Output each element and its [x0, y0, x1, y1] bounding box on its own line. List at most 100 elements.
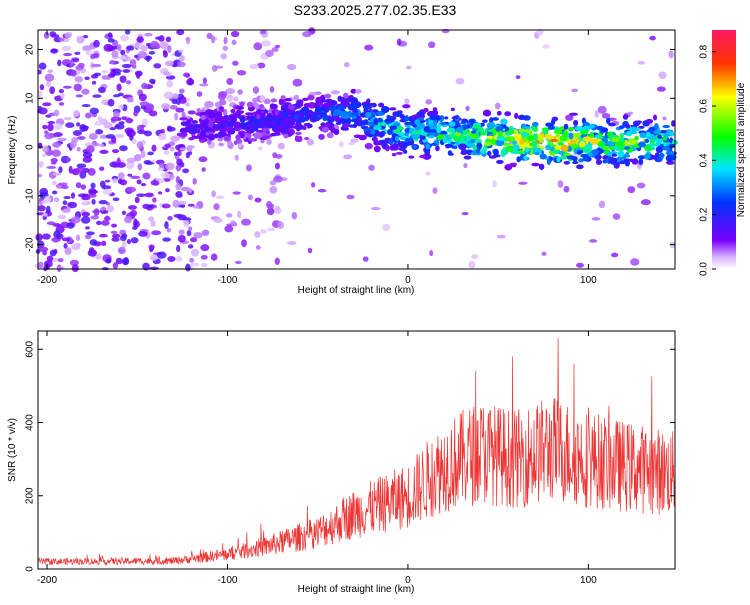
spectrogram-cell	[162, 237, 172, 242]
spectrogram-cell	[307, 94, 315, 101]
spectrogram-cell	[37, 261, 44, 269]
spectrogram-cell	[283, 133, 289, 139]
spectrogram-cell	[571, 88, 579, 93]
spectrogram-cell	[167, 215, 173, 221]
spectrogram-cell	[625, 151, 630, 158]
spectrogram-cell	[346, 117, 352, 125]
colorbar-tick-label: 0.6	[699, 99, 710, 113]
spectrogram-cell	[170, 135, 180, 142]
snr-x-label: Height of straight line (km)	[298, 584, 415, 595]
spectrogram-cell	[63, 196, 71, 200]
spectrogram-cell	[245, 112, 253, 116]
spectrogram-cell	[273, 221, 279, 227]
spectrogram-cell	[396, 38, 402, 46]
spectrogram-cell	[89, 107, 99, 115]
spectrogram-cell	[311, 182, 316, 188]
spectrogram-cell	[179, 96, 188, 104]
spectrogram-cell	[291, 211, 298, 220]
spectrogram-cell	[52, 141, 61, 148]
spectrogram-x-label: Height of straight line (km)	[298, 285, 415, 296]
spectrogram-cell	[463, 155, 472, 160]
spectrogram-cell	[101, 69, 109, 74]
x-tick-label: -100	[217, 275, 237, 286]
spectrogram-cell	[644, 144, 653, 152]
spectrogram-cell	[414, 126, 421, 131]
spectrogram-cell	[129, 59, 137, 67]
spectrogram-cell	[597, 105, 607, 114]
spectrogram-cell	[133, 110, 139, 117]
spectrogram-cell	[337, 105, 346, 111]
spectrogram-cell	[532, 144, 538, 149]
spectrogram-cell	[160, 128, 165, 135]
spectrogram-cell	[562, 130, 568, 138]
spectrogram-cell	[232, 191, 241, 195]
spectrogram-cell	[509, 162, 518, 166]
spectrogram-cell	[166, 79, 173, 88]
spectrogram-cell	[190, 248, 200, 257]
spectrogram-cell	[450, 107, 455, 112]
spectrogram-cell	[60, 92, 65, 100]
spectrogram-cell	[47, 69, 54, 73]
spectrogram-cell	[582, 136, 592, 142]
spectrogram-cell	[80, 184, 87, 190]
spectrogram-cell	[152, 197, 157, 203]
spectrogram-cell	[161, 203, 171, 209]
spectrogram-cell	[606, 117, 611, 125]
spectrogram-cell	[239, 101, 245, 107]
spectrogram-cell	[70, 192, 76, 199]
spectrogram-cell	[116, 44, 122, 52]
spectrogram-cell	[57, 258, 64, 263]
spectrogram-cell	[638, 141, 646, 148]
spectrogram-cell	[257, 146, 263, 151]
spectrogram-cell	[324, 93, 332, 99]
spectrogram-cell	[360, 120, 367, 126]
spectrogram-cell	[518, 128, 526, 134]
spectrogram-cell	[151, 159, 157, 163]
spectrogram-cell	[452, 115, 460, 120]
spectrogram-cell	[633, 127, 641, 131]
spectrogram-cell	[304, 136, 310, 141]
spectrogram-cell	[611, 153, 618, 157]
spectrogram-cell	[582, 156, 589, 162]
spectrogram-cell	[306, 138, 314, 146]
colorbar: 0.0 0.2 0.4 0.6 0.8 Normalized spectral ampl…	[699, 30, 747, 276]
spectrogram-cell	[598, 200, 606, 209]
spectrogram-cell	[571, 139, 577, 145]
spectrogram-cell	[148, 204, 154, 209]
spectrogram-cell	[224, 225, 234, 233]
spectrogram-cell	[444, 143, 453, 148]
spectrogram-cell	[111, 50, 119, 58]
spectrogram-cell	[88, 133, 98, 140]
spectrogram-cell	[459, 137, 464, 143]
spectrogram-cell	[404, 98, 410, 105]
spectrogram-cell	[617, 150, 625, 158]
spectrogram-cell	[126, 186, 137, 193]
spectrogram-cell	[79, 171, 87, 179]
spectrogram-cell	[127, 173, 133, 177]
spectrogram-cell	[348, 124, 356, 128]
spectrogram-cell	[158, 35, 165, 42]
spectrogram-cell	[637, 155, 646, 160]
spectrogram-cell	[290, 104, 296, 111]
spectrogram-cell	[82, 125, 89, 132]
spectrogram-cell	[245, 164, 252, 172]
spectrogram-cell	[281, 177, 288, 181]
spectrogram-cell	[567, 127, 575, 131]
spectrogram-cell	[307, 247, 313, 254]
spectrogram-cell	[38, 160, 44, 168]
spectrogram-cell	[153, 63, 162, 69]
spectrogram-cell	[520, 132, 530, 138]
spectrogram-cell	[325, 121, 331, 128]
spectrogram-cell	[216, 132, 225, 138]
spectrogram-cell	[92, 142, 100, 147]
spectrogram-cell	[554, 145, 562, 150]
spectrogram-cell	[450, 141, 456, 145]
spectrogram-cell	[126, 96, 134, 103]
spectrogram-cell	[82, 151, 93, 159]
spectrogram-cell	[505, 136, 512, 142]
spectrogram-cell	[486, 122, 496, 129]
spectrogram-cell	[343, 92, 349, 99]
spectrogram-cell	[226, 78, 234, 86]
y-tick-label: 600	[25, 341, 36, 358]
spectrogram-cell	[223, 135, 231, 142]
